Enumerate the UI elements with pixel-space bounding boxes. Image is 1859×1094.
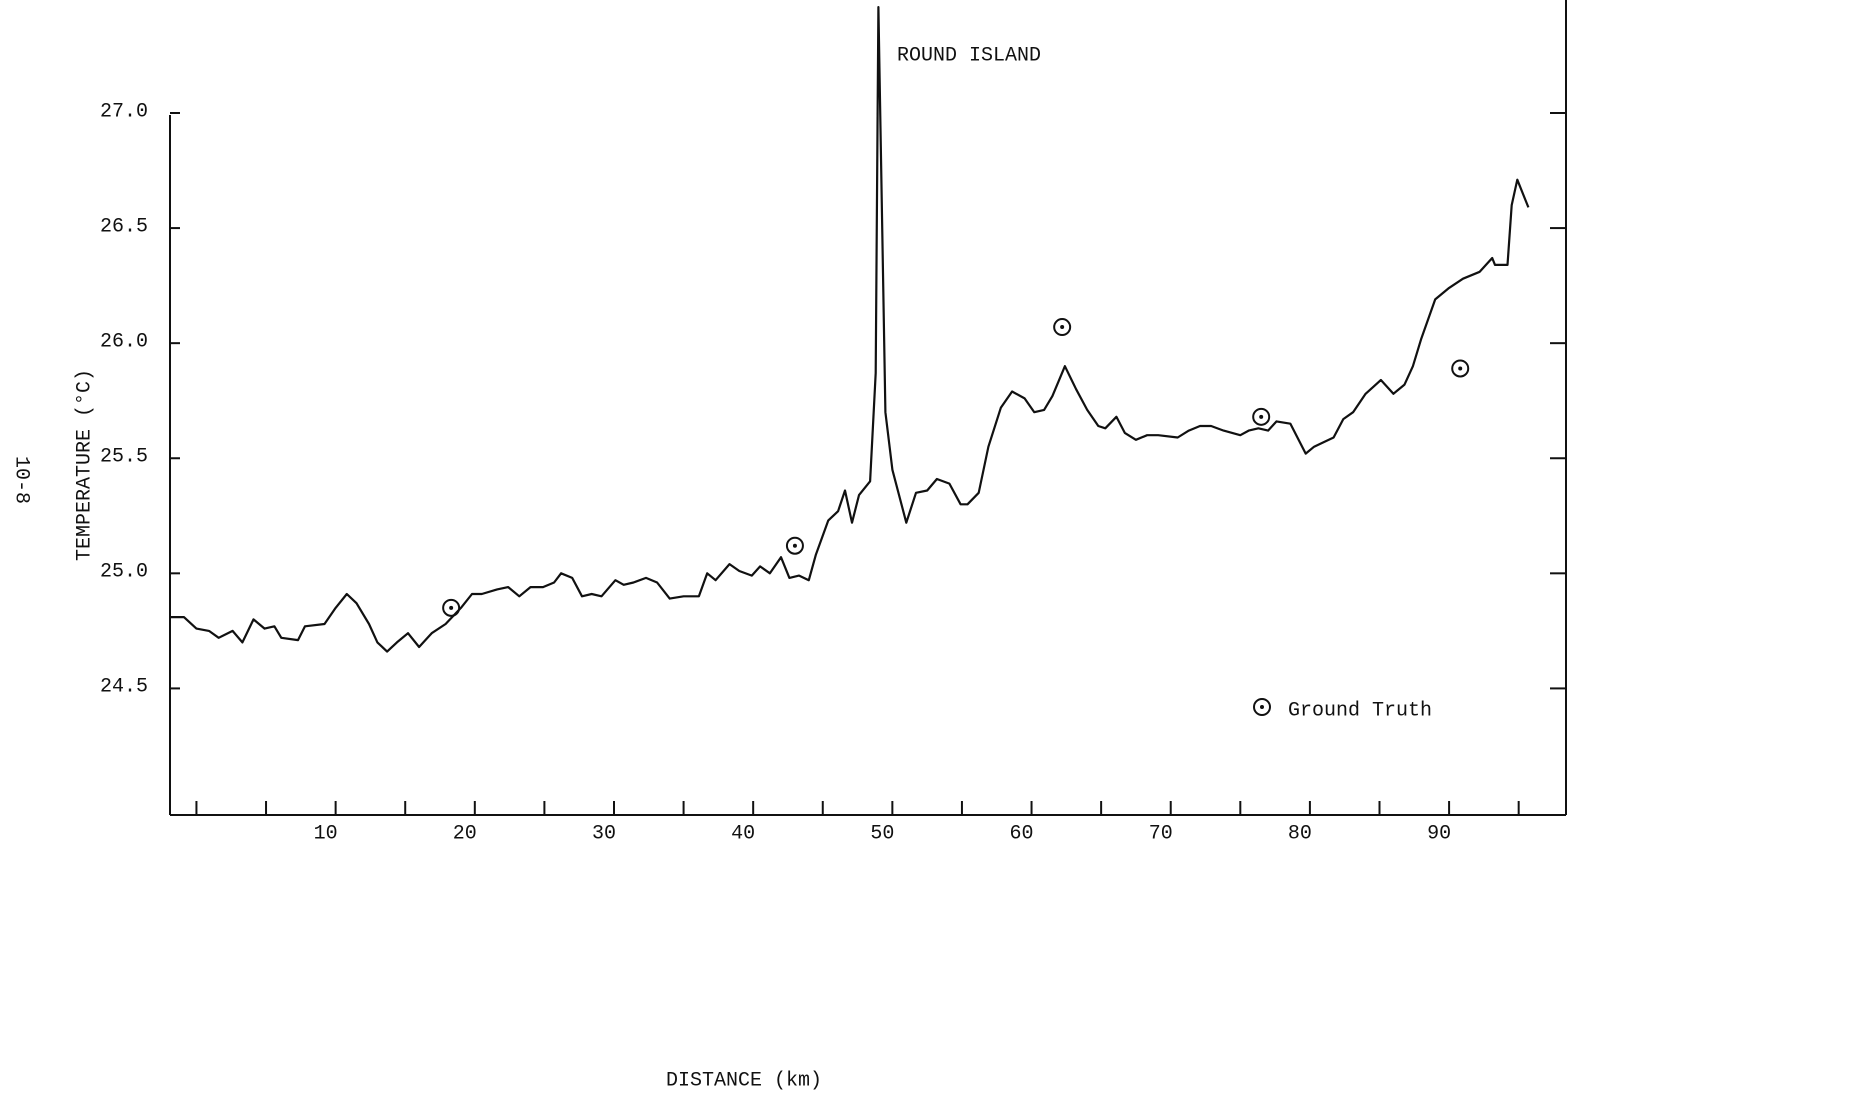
x-tick-label: 30 [592,822,616,845]
y-tick-label: 26.0 [100,330,148,353]
y-tick-label: 24.5 [100,676,148,699]
ground-truth-dot [1259,414,1264,419]
x-tick-label: 40 [731,822,755,845]
y-tick-label: 26.5 [100,215,148,238]
legend-label: Ground Truth [1288,699,1432,722]
x-tick-label: 20 [453,822,477,845]
y-tick-label: 25.5 [100,446,148,469]
x-axis-label: DISTANCE (km) [666,1069,822,1092]
page-label: 10-8 [10,456,33,504]
x-tick-label: 60 [1010,822,1034,845]
x-tick-label: 90 [1427,822,1451,845]
ground-truth-dot [1060,325,1065,330]
ground-truth-dot [1458,366,1463,371]
x-tick-label: 10 [314,822,338,845]
ground-truth-dot [792,543,797,548]
legend-marker [1253,698,1271,716]
annotation: ROUND ISLAND [897,44,1041,67]
legend-marker-dot [1260,705,1264,709]
ground-truth-point [785,536,804,555]
ground-truth-dot [449,605,454,610]
y-tick-label: 25.0 [100,561,148,584]
x-tick-label: 50 [870,822,894,845]
ground-truth-point [442,598,461,617]
ground-truth-point [1252,407,1271,426]
y-tick-label: 27.0 [100,100,148,123]
temperature-line [170,6,1530,653]
y-axis-label: TEMPERATURE (°C) [73,369,96,561]
x-tick-label: 80 [1288,822,1312,845]
ground-truth-point [1451,359,1470,378]
x-tick-label: 70 [1149,822,1173,845]
ground-truth-point [1053,318,1072,337]
